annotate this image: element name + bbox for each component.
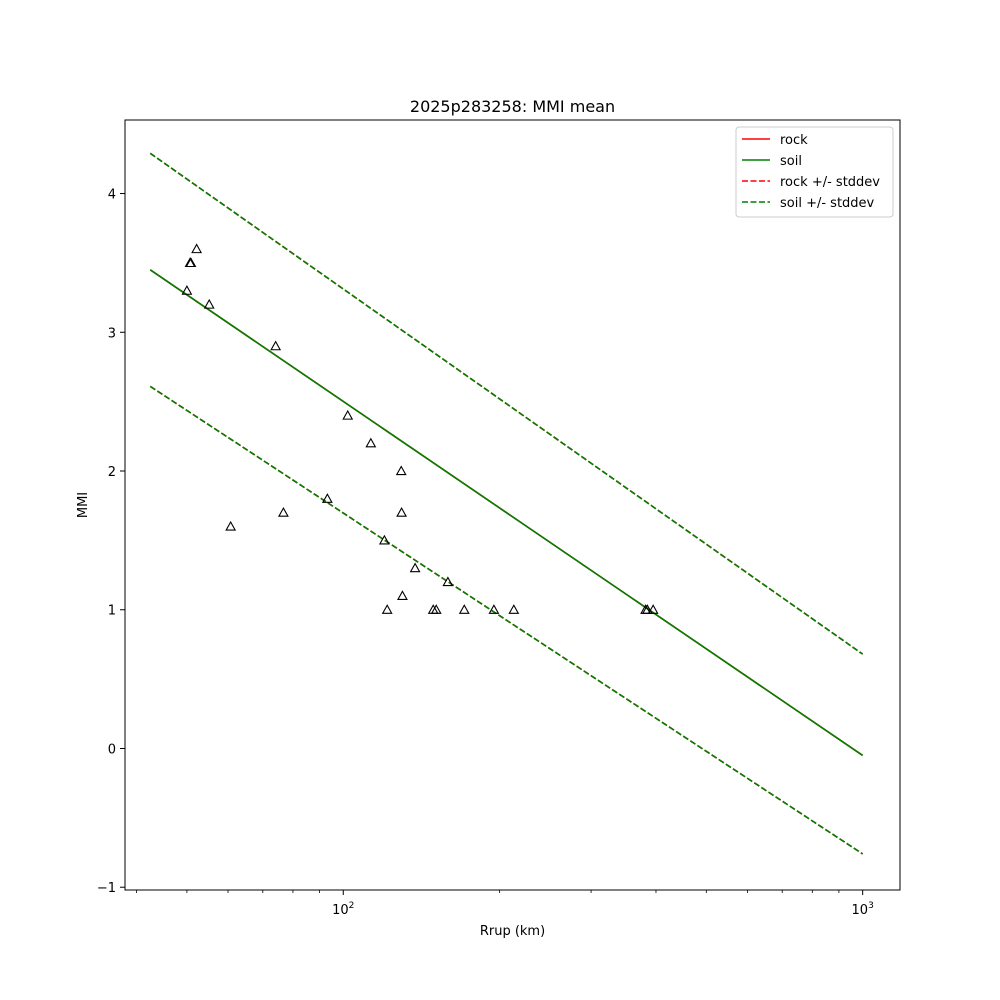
scatter-point [397,590,408,601]
series-line-1 [149,269,864,757]
legend-label-3: soil +/- stddev [780,196,875,211]
scatter-point [185,257,197,268]
y-tick-label: 0 [108,742,116,757]
legend-label-0: rock [780,133,808,148]
y-tick-label: 3 [108,326,116,341]
y-tick-label: 4 [108,188,116,203]
scatter-point [409,562,421,573]
scatter-point [396,506,408,517]
y-tick-label: 1 [108,604,116,619]
scatter-point [365,437,377,448]
scatter-point [395,465,407,476]
scatter-point [641,604,653,614]
scatter-point [442,576,454,587]
y-axis-label: MMI [76,492,91,518]
scatter-point [321,493,333,503]
scatter-point [342,409,354,420]
x-tick-label: 103 [852,901,874,918]
scatter-point [270,340,282,351]
scatter-point [203,298,215,309]
scatter-point [181,285,193,295]
series-line-5 [149,385,864,855]
x-axis-label: Rrup (km) [480,924,545,939]
scatter-point [458,604,470,614]
x-tick-label: 102 [332,901,354,918]
axes: 102 103 −1 0 1 2 3 4 [97,188,874,918]
scatter-point [191,243,203,254]
scatter-point [277,506,289,517]
scatter-point [378,534,390,545]
series-line-4 [149,152,864,655]
y-tick-label: −1 [97,881,116,896]
scatter-point [488,604,500,614]
legend-label-1: soil [780,154,802,169]
legend-box [735,126,894,218]
scatter-point [430,604,442,614]
scatter-point [508,604,520,614]
legend-label-2: rock +/- stddev [780,175,880,190]
plot-area [149,152,864,855]
legend: rock soil rock +/- stddev soil +/- stddev [735,126,894,218]
scatter-point [647,604,659,614]
plot-frame [124,119,901,891]
chart-title: 2025p283258: MMI mean [410,97,615,116]
scatter-point [225,520,237,531]
scatter-point [381,604,393,614]
y-tick-label: 2 [108,465,116,480]
